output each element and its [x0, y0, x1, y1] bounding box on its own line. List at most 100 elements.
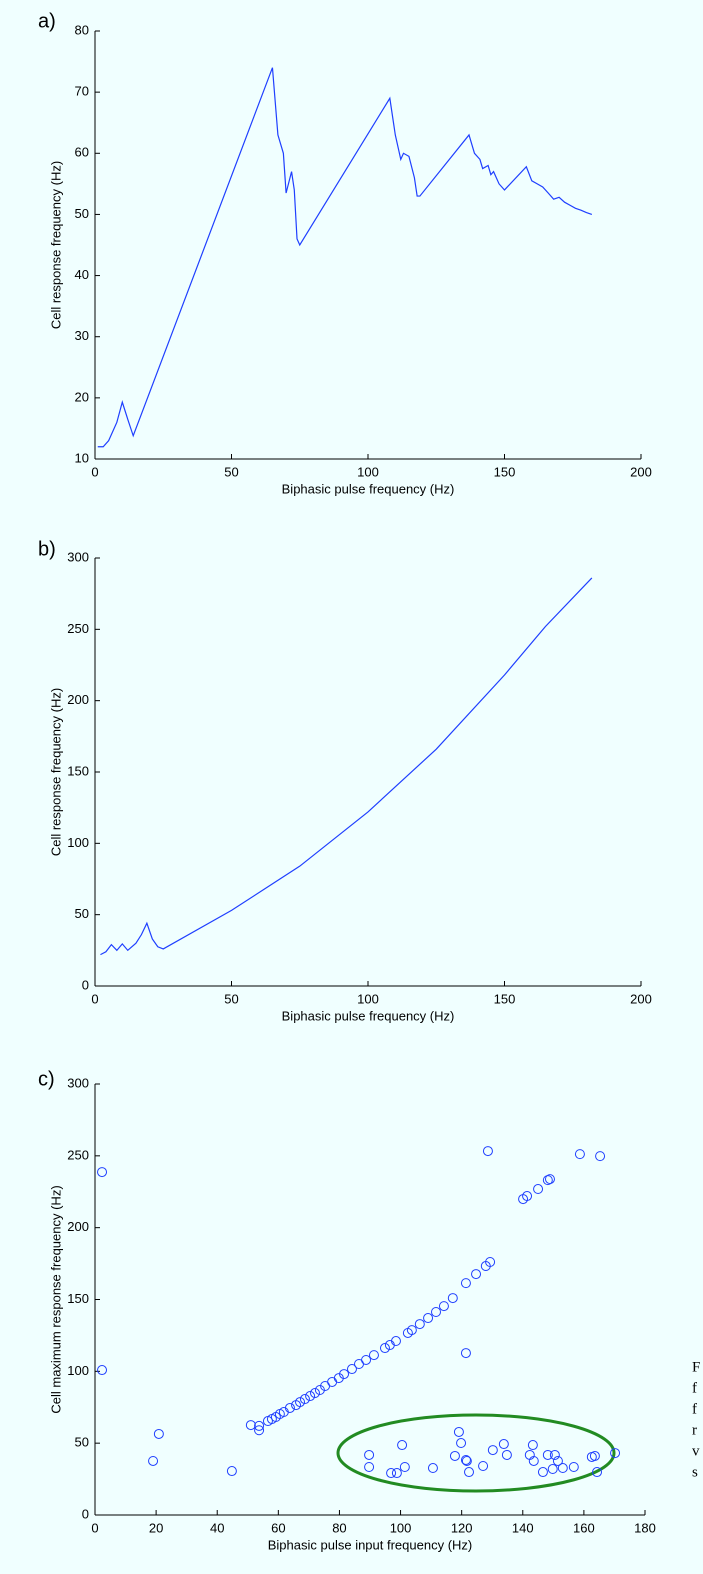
point: [461, 1455, 472, 1466]
highlight-ellipse: [336, 1413, 616, 1493]
x-tick-label: 200: [630, 464, 652, 479]
point: [386, 1468, 397, 1479]
y-tick-label: 60: [75, 145, 89, 160]
point: [549, 1449, 560, 1460]
point: [542, 1449, 553, 1460]
y-tick-label: 250: [67, 621, 89, 636]
point: [226, 1466, 237, 1477]
x-axis-label: Biphasic pulse input frequency (Hz): [268, 1537, 473, 1552]
y-tick-label: 40: [75, 267, 89, 282]
caption-fragment: F: [692, 1359, 700, 1375]
line: [97, 67, 593, 448]
x-tick-label: 120: [451, 1520, 473, 1535]
x-tick-label: 20: [149, 1520, 163, 1535]
point: [254, 1420, 265, 1431]
x-tick-label: 60: [271, 1520, 285, 1535]
point: [399, 1462, 410, 1473]
point: [542, 1175, 553, 1186]
point: [379, 1343, 390, 1354]
caption-fragment: f: [692, 1401, 697, 1417]
x-axis-label: Biphasic pulse frequency (Hz): [282, 1008, 455, 1023]
y-tick-label: 150: [67, 1291, 89, 1306]
point: [592, 1467, 603, 1478]
point: [537, 1467, 548, 1478]
point: [305, 1391, 316, 1402]
x-tick-label: 100: [390, 1520, 412, 1535]
point: [97, 1167, 108, 1178]
x-tick-label: 80: [332, 1520, 346, 1535]
caption-fragment: r: [692, 1422, 697, 1438]
point: [368, 1350, 379, 1361]
point: [464, 1467, 474, 1478]
point: [346, 1364, 357, 1375]
point: [471, 1269, 482, 1280]
y-axis-label: Cell maximum response frequency (Hz): [48, 1185, 63, 1413]
point: [284, 1402, 295, 1413]
y-tick-label: 200: [67, 692, 89, 707]
y-tick-label: 30: [75, 328, 89, 343]
point: [364, 1462, 375, 1473]
y-axis-label: Cell response frequency (Hz): [48, 688, 63, 856]
y-tick-label: 300: [67, 1075, 89, 1090]
y-tick-label: 50: [75, 906, 89, 921]
point: [153, 1428, 164, 1439]
y-tick-label: 0: [82, 1506, 89, 1521]
x-tick-label: 0: [91, 464, 98, 479]
y-tick-label: 80: [75, 22, 89, 37]
y-tick-label: 0: [82, 977, 89, 992]
point: [295, 1397, 306, 1408]
point: [460, 1454, 471, 1465]
y-tick-label: 50: [75, 206, 89, 221]
panel-label: a): [38, 10, 56, 32]
point: [361, 1354, 372, 1365]
caption-fragment: f: [692, 1380, 697, 1396]
y-axis-label: Cell response frequency (Hz): [48, 161, 63, 329]
point: [557, 1463, 568, 1474]
point: [528, 1455, 539, 1466]
caption-fragment: v: [692, 1443, 700, 1459]
y-tick-label: 10: [75, 450, 89, 465]
point: [414, 1319, 425, 1330]
point: [310, 1388, 320, 1399]
point: [610, 1448, 621, 1459]
point: [487, 1445, 498, 1456]
x-tick-label: 150: [494, 991, 516, 1006]
point: [447, 1293, 458, 1304]
point: [406, 1325, 417, 1336]
point: [485, 1257, 496, 1268]
point: [552, 1455, 563, 1466]
point: [522, 1191, 533, 1202]
point: [391, 1468, 402, 1479]
x-tick-label: 0: [91, 1520, 98, 1535]
x-tick-label: 180: [634, 1520, 656, 1535]
caption-fragment: s: [692, 1464, 698, 1480]
point: [478, 1461, 489, 1472]
point: [431, 1306, 441, 1317]
point: [339, 1369, 350, 1380]
x-tick-label: 160: [573, 1520, 595, 1535]
x-tick-label: 150: [494, 464, 516, 479]
panel-label: b): [38, 538, 56, 560]
point: [449, 1450, 460, 1461]
x-tick-label: 100: [357, 991, 379, 1006]
y-tick-label: 300: [67, 549, 89, 564]
x-axis-label: Biphasic pulse frequency (Hz): [282, 481, 455, 496]
point: [456, 1438, 467, 1449]
point: [390, 1336, 401, 1347]
panel-label: c): [38, 1068, 55, 1090]
y-tick-label: 70: [75, 84, 89, 99]
point: [595, 1151, 606, 1162]
point: [568, 1462, 579, 1473]
point: [148, 1455, 159, 1466]
line: [100, 577, 593, 956]
point: [438, 1301, 449, 1312]
x-tick-label: 100: [357, 464, 379, 479]
y-tick-label: 150: [67, 763, 89, 778]
point: [527, 1440, 538, 1451]
point: [423, 1313, 434, 1324]
point: [460, 1278, 471, 1289]
x-tick-label: 40: [210, 1520, 224, 1535]
point: [482, 1146, 493, 1157]
